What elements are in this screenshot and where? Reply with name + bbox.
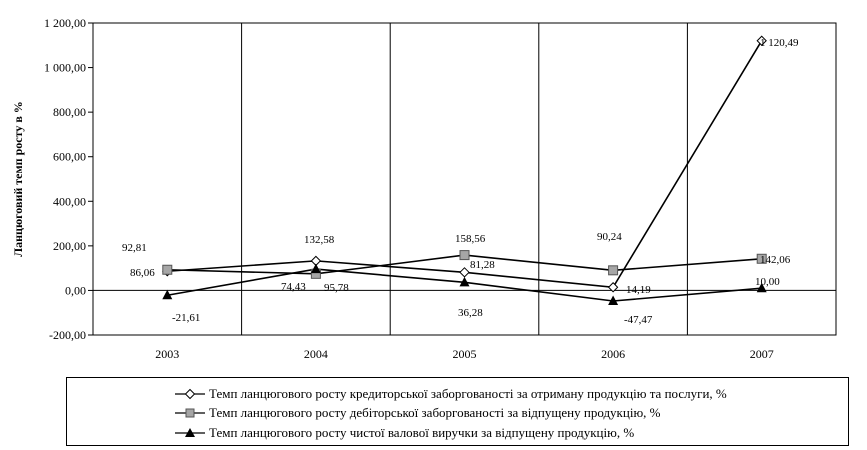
data-label: 92,81 — [122, 242, 147, 254]
x-tick-label: 2006 — [601, 347, 625, 361]
square-marker-icon — [175, 408, 205, 418]
revenue-point — [310, 263, 321, 274]
x-tick-label: 2004 — [304, 347, 328, 361]
creditor-point — [607, 282, 619, 293]
revenue-point — [162, 289, 173, 300]
legend-label-debtor: Темп ланцюгового росту дебіторської забо… — [209, 405, 661, 420]
x-tick-label: 2005 — [453, 347, 477, 361]
legend: Темп ланцюгового росту кредиторської заб… — [66, 377, 849, 446]
data-label: 10,00 — [755, 276, 780, 288]
data-label: 36,28 — [458, 307, 483, 319]
data-label: -21,61 — [172, 312, 200, 324]
revenue-point — [756, 282, 767, 293]
y-tick-label: 200,00 — [53, 239, 86, 253]
y-tick-label: 0,00 — [65, 283, 86, 297]
legend-item-debtor: Темп ланцюгового росту дебіторської забо… — [175, 404, 660, 422]
triangle-marker-icon — [175, 428, 205, 437]
data-label: 81,28 — [470, 259, 495, 271]
legend-item-revenue: Темп ланцюгового росту чистої валової ви… — [175, 424, 634, 442]
debtor-point — [162, 264, 173, 275]
legend-label-creditor: Темп ланцюгового росту кредиторської заб… — [209, 386, 727, 401]
data-label: 90,24 — [597, 231, 622, 243]
y-tick-label: 1 200,00 — [44, 16, 86, 30]
debtor-point — [459, 250, 470, 261]
x-tick-label: 2007 — [750, 347, 774, 361]
revenue-point — [459, 276, 470, 287]
diamond-marker-icon — [175, 388, 205, 400]
y-tick-label: 600,00 — [53, 150, 86, 164]
data-label: 74,43 — [281, 281, 306, 293]
y-tick-label: 800,00 — [53, 105, 86, 119]
data-label: -47,47 — [624, 314, 653, 326]
y-tick-label: -200,00 — [49, 328, 86, 342]
y-tick-label: 1 000,00 — [44, 61, 86, 75]
debtor-point — [608, 265, 619, 276]
data-label: 86,06 — [130, 267, 155, 279]
x-tick-label: 2003 — [155, 347, 179, 361]
legend-item-creditor: Темп ланцюгового росту кредиторської заб… — [175, 385, 727, 403]
y-tick-label: 400,00 — [53, 194, 86, 208]
debtor-point — [756, 253, 767, 264]
data-label: 142,06 — [760, 254, 791, 266]
y-axis-label: Ланцюговий темп росту в % — [11, 101, 25, 257]
data-label: 95,78 — [324, 282, 349, 294]
chart-area: -200,00 0,00 200,00 400,00 600,00 800,00 1 000… — [11, 16, 837, 361]
creditor-point — [756, 35, 767, 46]
data-label: 1 120,49 — [760, 37, 799, 49]
data-label: 132,58 — [304, 234, 335, 246]
plot-frame — [92, 22, 837, 336]
data-label: 14,19 — [626, 284, 651, 296]
revenue-point — [608, 295, 619, 306]
data-label: 158,56 — [455, 233, 486, 245]
creditor-point — [459, 267, 470, 278]
legend-label-revenue: Темп ланцюгового росту чистої валової ви… — [209, 425, 635, 440]
